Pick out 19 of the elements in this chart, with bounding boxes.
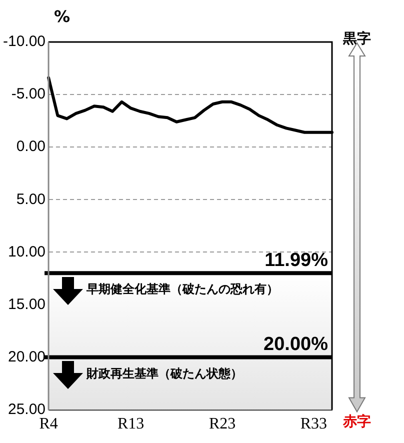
text: 黒字 [342,30,372,48]
x-tick-label: R4 [39,416,58,433]
annotation: 財政再生基準（破たん状態） [86,366,243,380]
x-tick-label: R23 [208,416,236,433]
y-tick-label: 5.00 [16,190,46,208]
y-tick-label: 0.00 [16,138,46,156]
y-tick-label: -10.00 [2,33,46,50]
y-tick-label: -5.00 [11,86,46,103]
ref-line-label: 20.00% [264,334,328,355]
x-tick-label: R33 [300,416,328,433]
y-axis-title: % [54,7,70,26]
text: 赤字 [342,412,372,431]
x-tick-label: R13 [117,416,144,433]
y-tick-label: 25.00 [8,400,46,418]
y-tick-label: 20.00 [8,348,46,366]
y-tick-label: 10.00 [8,243,46,260]
annotation: 早期健全化基準（破たんの恐れ有） [86,282,279,296]
y-tick-label: 15.00 [8,296,46,313]
ref-line-label: 11.99% [264,250,328,271]
